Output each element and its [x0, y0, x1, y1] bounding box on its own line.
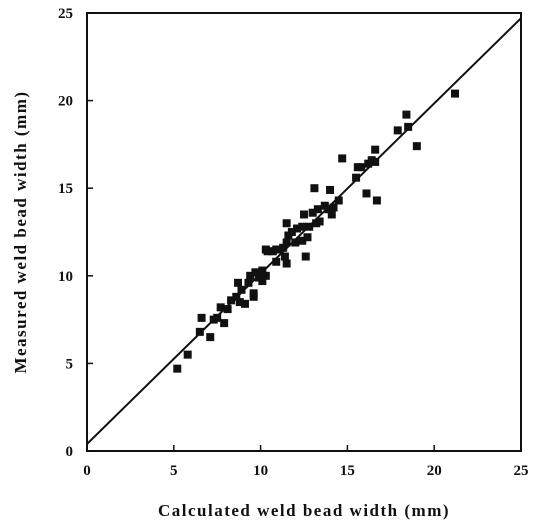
point — [303, 233, 312, 242]
point — [216, 303, 225, 312]
point — [234, 278, 243, 287]
point — [371, 145, 380, 154]
point — [282, 259, 291, 268]
point — [223, 305, 232, 314]
point — [324, 205, 333, 214]
x-tick-label: 15 — [340, 463, 355, 479]
point — [404, 122, 413, 131]
point — [352, 173, 361, 182]
point — [256, 271, 265, 280]
point — [272, 257, 281, 266]
point — [326, 185, 335, 194]
point — [301, 252, 310, 261]
y-tick-label: 20 — [58, 94, 73, 110]
point — [291, 238, 300, 247]
x-tick-label: 0 — [83, 463, 91, 479]
point — [197, 313, 206, 322]
point — [246, 271, 255, 280]
point — [329, 203, 338, 212]
point — [183, 350, 192, 359]
point — [357, 163, 366, 172]
y-tick-label: 10 — [58, 269, 73, 285]
point — [298, 222, 307, 231]
y-tick-label: 5 — [66, 356, 74, 372]
point — [362, 189, 371, 198]
point — [280, 252, 289, 261]
point — [371, 157, 380, 166]
point — [310, 184, 319, 193]
point — [287, 228, 296, 236]
point — [263, 247, 272, 256]
point — [279, 243, 288, 252]
point — [261, 271, 270, 280]
point — [293, 224, 302, 233]
point — [300, 210, 308, 219]
x-axis-label: Calculated weld bead width (mm) — [158, 501, 450, 520]
point — [213, 313, 222, 322]
x-tick-label: 25 — [514, 463, 529, 479]
y-tick-label: 25 — [58, 6, 73, 22]
point — [173, 364, 182, 373]
point — [249, 292, 258, 301]
point — [334, 196, 343, 205]
point — [206, 333, 215, 342]
point — [451, 89, 460, 98]
point — [412, 142, 421, 151]
point — [251, 268, 260, 277]
point — [402, 110, 411, 119]
point — [258, 266, 267, 275]
point — [393, 126, 402, 135]
point — [195, 327, 204, 336]
point — [305, 222, 314, 231]
point — [232, 292, 241, 301]
fit-line — [86, 17, 522, 445]
point — [220, 319, 229, 328]
y-tick-label: 15 — [58, 181, 73, 197]
point — [315, 217, 324, 226]
point — [327, 210, 336, 219]
point — [282, 219, 291, 228]
point — [282, 238, 291, 247]
point — [227, 296, 236, 305]
point — [240, 299, 249, 308]
point — [338, 154, 347, 163]
x-tick-label: 20 — [427, 463, 442, 479]
y-axis-label: Measured weld bead width (mm) — [11, 90, 30, 373]
point — [308, 208, 317, 217]
point — [235, 298, 244, 307]
x-tick-label: 5 — [170, 463, 178, 479]
point — [372, 196, 381, 205]
y-tick-label: 0 — [66, 444, 74, 460]
x-tick-label: 10 — [253, 463, 268, 479]
plot-frame — [86, 12, 522, 452]
point — [313, 205, 322, 214]
point — [244, 278, 253, 287]
point — [258, 277, 267, 286]
point — [298, 236, 307, 245]
point — [237, 285, 246, 294]
